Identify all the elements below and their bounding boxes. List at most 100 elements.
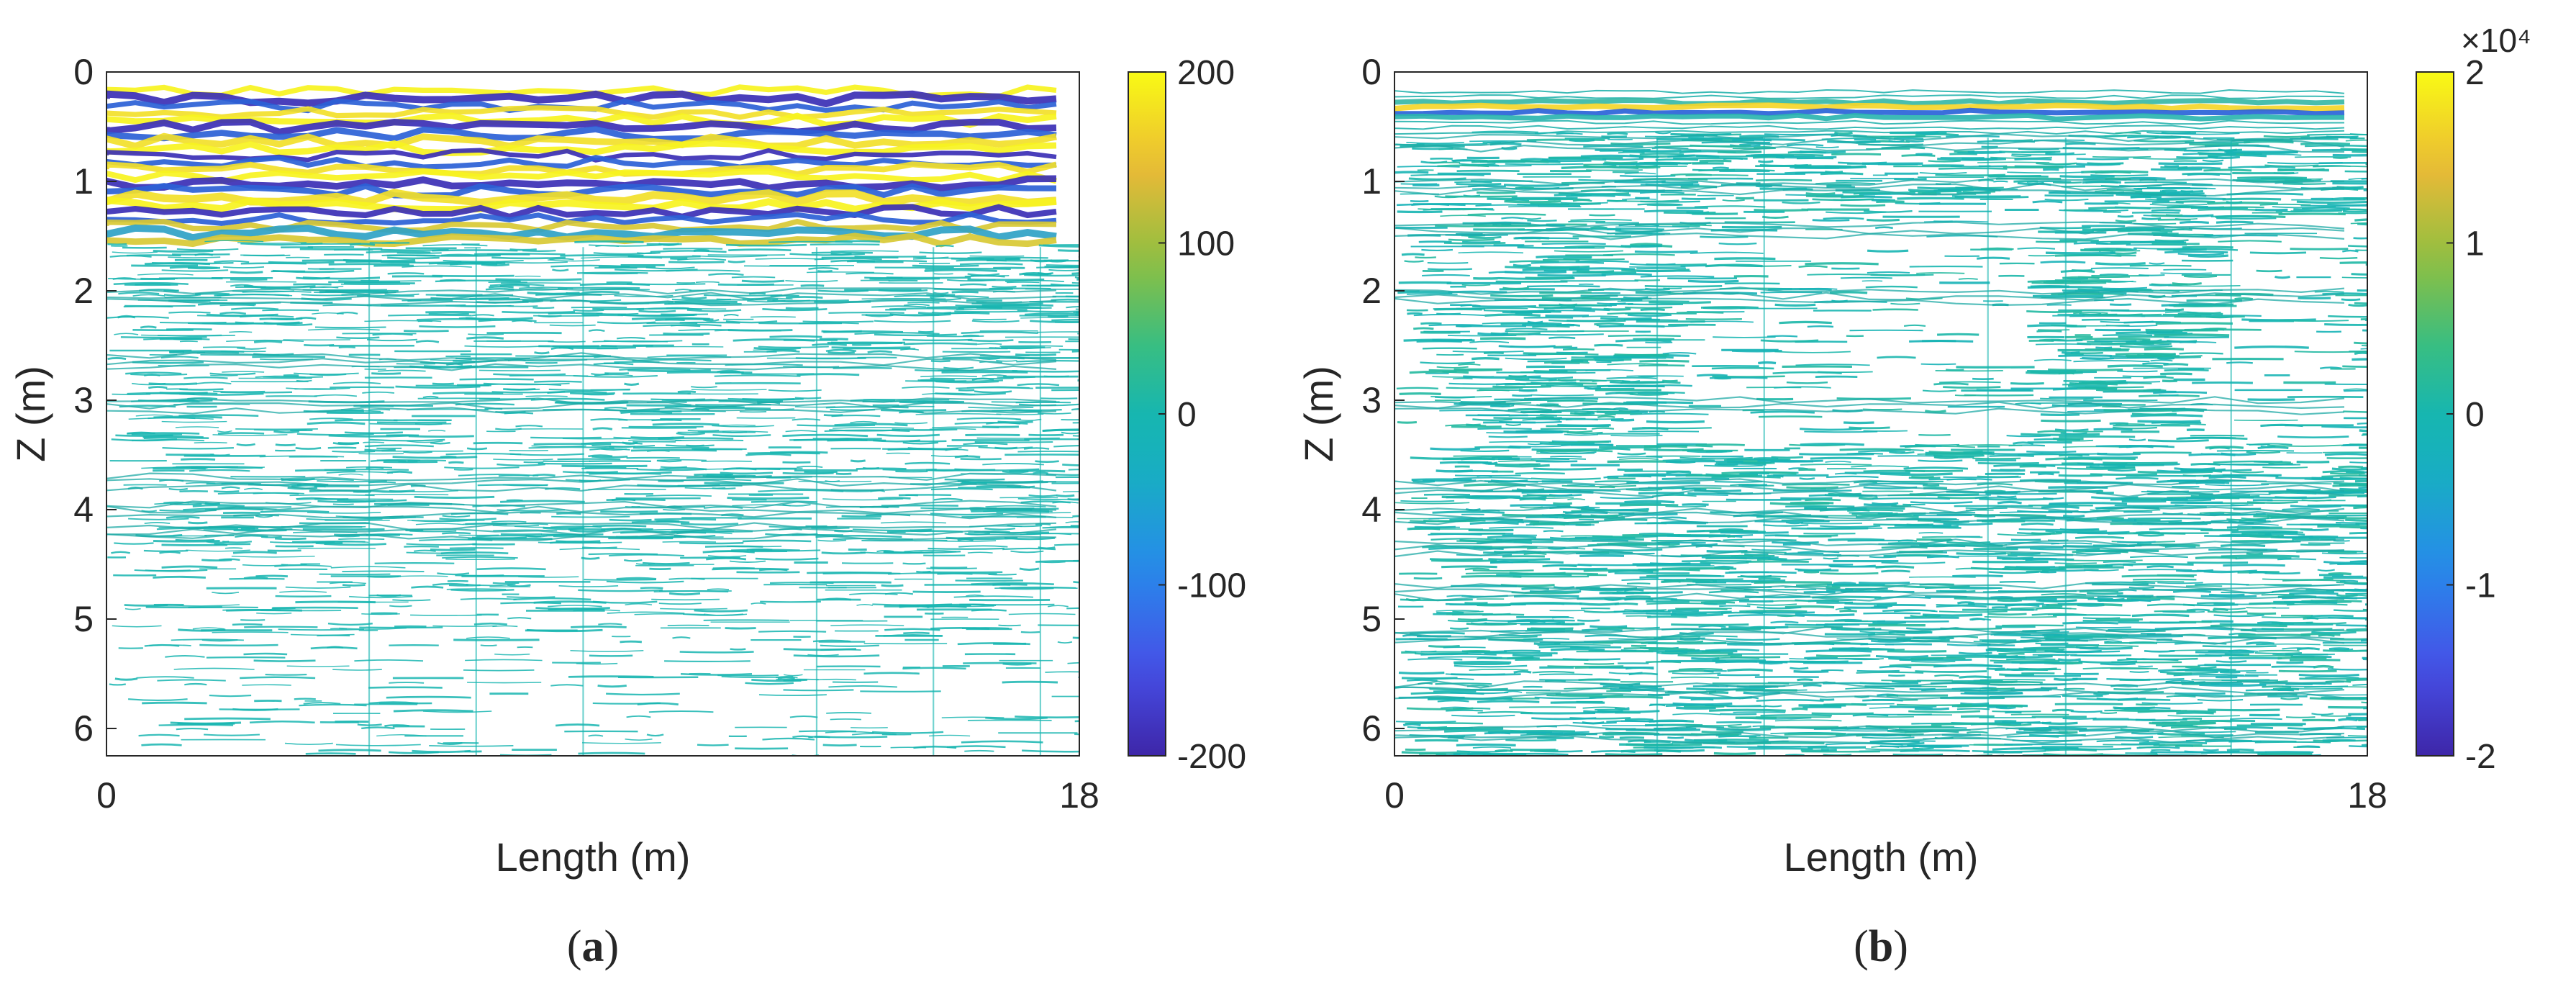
x-tick-label: 0	[96, 775, 117, 816]
contour-line	[1800, 429, 1861, 430]
contour-line	[1002, 471, 1028, 473]
contour-line	[2355, 481, 2400, 482]
contour-line	[1015, 355, 1056, 356]
contour-line	[132, 362, 204, 363]
contour-line	[1815, 376, 1857, 377]
contour-line	[643, 563, 690, 564]
contour-line	[1463, 376, 1541, 377]
panel-label: (a)	[567, 922, 619, 971]
contour-line	[2164, 252, 2228, 253]
contour-line	[1582, 316, 1618, 317]
contour-line	[1591, 227, 1607, 228]
contour-line	[1079, 407, 1130, 409]
contour-line	[132, 434, 182, 435]
contour-line	[1607, 229, 1664, 230]
contour-line	[1686, 319, 1742, 320]
contour-line	[1044, 376, 1069, 377]
contour-line	[1056, 495, 1074, 496]
contour-line	[1577, 620, 1600, 621]
contour-line	[2011, 155, 2031, 156]
contour-line	[770, 452, 827, 453]
contour-line	[640, 588, 663, 589]
contour-line	[1428, 646, 1460, 647]
contour-line	[1607, 133, 1628, 134]
contour-line	[2239, 635, 2310, 636]
contour-line	[1448, 335, 1516, 336]
contour-line	[2125, 182, 2187, 183]
contour-line	[1718, 152, 1761, 153]
y-tick-label: 6	[73, 708, 94, 749]
contour-line	[2080, 358, 2114, 359]
contour-line	[1957, 708, 1990, 709]
contour-line	[2094, 429, 2133, 430]
contour-line	[1436, 683, 1492, 684]
contour-line	[1076, 279, 1120, 280]
contour-line	[363, 442, 384, 443]
contour-line	[2108, 470, 2136, 471]
contour-line	[1876, 656, 1928, 657]
contour-line	[1947, 644, 1990, 645]
contour-line	[2095, 599, 2125, 600]
contour-line	[1770, 503, 1829, 504]
contour-line	[2342, 366, 2412, 367]
contour-line	[2063, 446, 2127, 447]
contour-line	[2178, 313, 2223, 314]
contour-line	[1671, 677, 1719, 678]
contour-line	[1531, 395, 1594, 396]
contour-line	[2367, 496, 2392, 497]
contour-line	[1700, 562, 1749, 563]
contour-line	[579, 753, 645, 754]
contour-line	[1741, 463, 1774, 464]
contour-line	[1510, 497, 1546, 498]
contour-line	[1915, 445, 1959, 446]
contour-line	[1997, 600, 2022, 601]
contour-line	[1419, 242, 1452, 243]
contour-line	[1862, 737, 1915, 738]
contour-line	[2339, 527, 2409, 528]
contour-line	[2051, 325, 2129, 326]
contour-line	[2123, 564, 2193, 565]
contour-line	[382, 255, 417, 256]
contour-line	[1782, 202, 1820, 203]
contour-line	[2236, 558, 2292, 559]
contour-line	[1910, 266, 1983, 267]
contour-line	[751, 501, 817, 502]
contour-line	[942, 372, 1028, 373]
contour-line	[660, 609, 727, 610]
contour-line	[1969, 618, 1985, 619]
contour-line	[2055, 563, 2097, 564]
contour-line	[1733, 712, 1786, 713]
contour-line	[1542, 159, 1606, 160]
contour-line	[240, 677, 315, 678]
contour-line	[1678, 655, 1742, 656]
contour-line	[2161, 500, 2211, 501]
contour-line	[1800, 444, 1864, 445]
contour-line	[232, 709, 278, 710]
contour-line	[386, 697, 471, 698]
contour-line	[387, 471, 412, 472]
contour-line	[728, 261, 745, 262]
contour-line	[1597, 303, 1626, 304]
contour-line	[2359, 487, 2400, 488]
contour-line	[2019, 529, 2098, 530]
contour-line	[1407, 680, 1437, 681]
contour-line	[2182, 173, 2231, 174]
contour-line	[2151, 360, 2173, 361]
contour-line	[1567, 485, 1595, 486]
contour-line	[881, 585, 904, 586]
contour-line	[1804, 432, 1877, 433]
contour-line	[2334, 483, 2398, 484]
contour-line	[1584, 166, 1617, 168]
contour-line	[964, 751, 994, 752]
contour-line	[275, 538, 307, 539]
contour-line	[2359, 430, 2389, 431]
contour-line	[1489, 442, 1554, 443]
contour-line	[2091, 497, 2138, 498]
contour-line	[1687, 212, 1710, 213]
contour-line	[1897, 555, 1931, 556]
contour-line	[311, 647, 358, 649]
contour-line	[2278, 658, 2327, 659]
contour-line	[1813, 199, 1874, 200]
contour-line	[183, 377, 227, 378]
